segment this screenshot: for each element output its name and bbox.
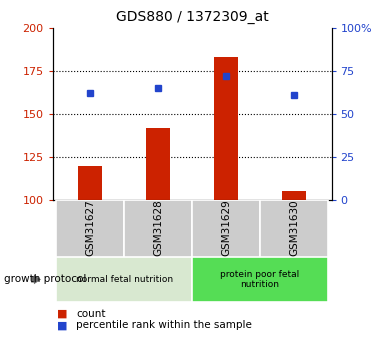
Bar (260, 200, 328, 257)
Text: count: count (76, 309, 106, 319)
Text: growth protocol: growth protocol (4, 275, 86, 284)
Bar (56, 200, 124, 257)
Text: GSM31628: GSM31628 (153, 199, 163, 256)
Bar (146, 128, 170, 200)
Bar (192, 257, 328, 302)
Bar (192, 200, 260, 257)
Bar (78, 166, 102, 200)
Text: GSM31627: GSM31627 (85, 199, 95, 256)
Bar (124, 200, 192, 257)
Bar (56, 257, 192, 302)
Text: GSM31629: GSM31629 (221, 199, 231, 256)
Bar (214, 57, 238, 200)
Text: protein poor fetal
nutrition: protein poor fetal nutrition (220, 270, 300, 289)
Text: percentile rank within the sample: percentile rank within the sample (76, 321, 252, 330)
Title: GDS880 / 1372309_at: GDS880 / 1372309_at (116, 10, 268, 24)
Text: GSM31630: GSM31630 (289, 199, 299, 256)
Text: normal fetal nutrition: normal fetal nutrition (76, 275, 173, 284)
Text: ■: ■ (57, 321, 67, 330)
Text: ■: ■ (57, 309, 67, 319)
Bar (282, 191, 306, 200)
